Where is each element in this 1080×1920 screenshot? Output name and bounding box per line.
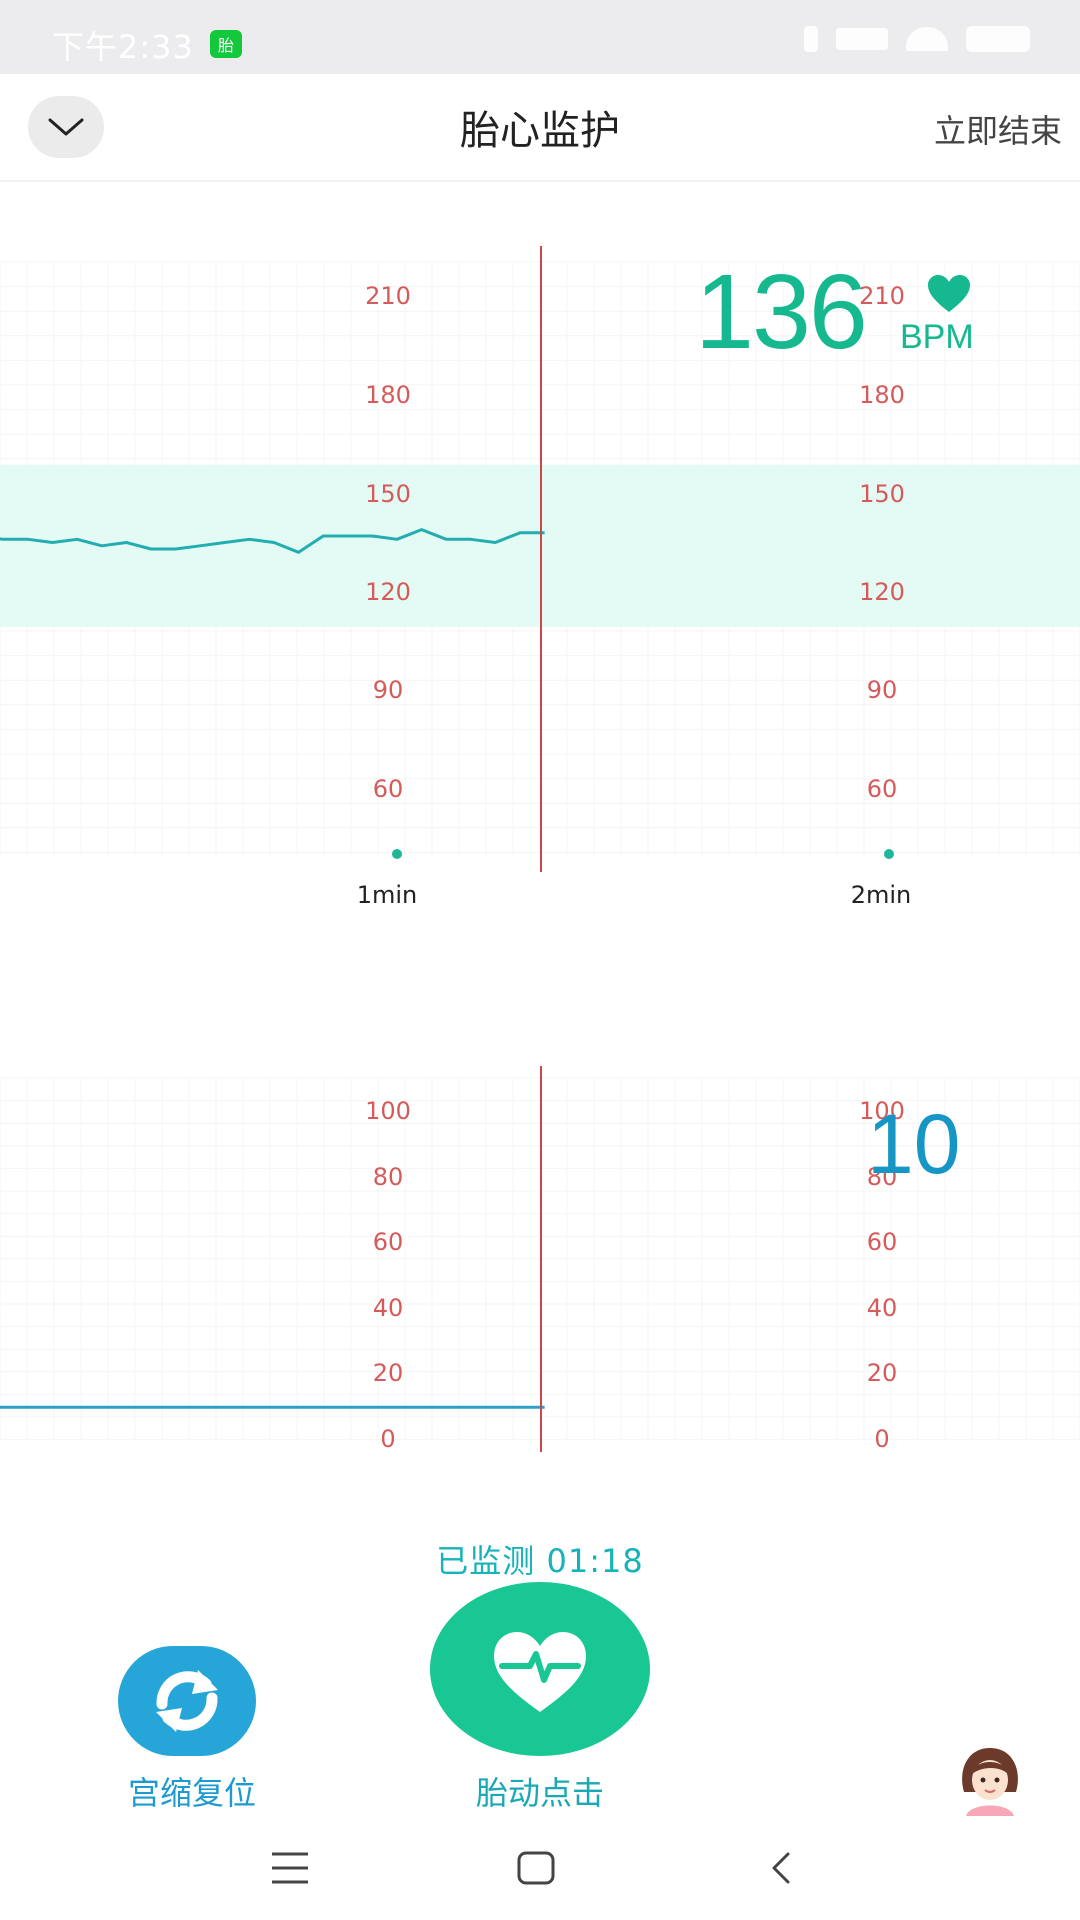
heart-icon <box>928 275 970 312</box>
bluetooth-icon <box>804 26 818 52</box>
fetal-heart-rate-chart <box>0 246 1080 872</box>
contraction-reset-label: 宫缩复位 <box>127 1774 256 1812</box>
wifi-icon <box>906 27 948 51</box>
system-nav-bar <box>0 1820 1080 1920</box>
status-time: 下午2:33 <box>52 28 194 66</box>
fhr-tick-180-right: 180 <box>859 381 905 409</box>
home-icon[interactable] <box>516 1850 556 1886</box>
toco-tick-60-right: 60 <box>866 1228 898 1256</box>
assistant-avatar[interactable] <box>952 1742 1028 1816</box>
menu-icon[interactable] <box>270 1850 310 1886</box>
status-bar <box>0 0 1080 74</box>
back-icon[interactable] <box>766 1850 796 1886</box>
fhr-tick-120: 120 <box>365 578 411 606</box>
fhr-tick-60-right: 60 <box>866 775 898 803</box>
avatar-icon <box>962 1748 1018 1816</box>
toco-tick-80: 80 <box>372 1163 404 1191</box>
fhr-tick-210: 210 <box>365 282 411 310</box>
fhr-tick-150-right: 150 <box>859 480 905 508</box>
toco-tick-40-right: 40 <box>866 1294 898 1322</box>
fhr-tick-210-right: 210 <box>859 282 905 310</box>
heartbeat-icon <box>494 1632 586 1712</box>
toco-tick-40: 40 <box>372 1294 404 1322</box>
fetal-movement-label: 胎动点击 <box>475 1774 604 1812</box>
toco-tick-60: 60 <box>372 1228 404 1256</box>
collapse-button[interactable] <box>28 96 104 158</box>
chevron-down-icon <box>48 118 84 136</box>
toco-tick-100-right: 100 <box>859 1097 905 1125</box>
refresh-icon <box>156 1670 218 1732</box>
page-title: 胎心监护 <box>460 108 620 154</box>
fhr-tick-90-right: 90 <box>866 676 898 704</box>
status-icons <box>804 26 1030 52</box>
top-bar <box>0 74 1080 182</box>
bpm-unit: BPM <box>900 318 974 356</box>
toco-tick-20: 20 <box>372 1359 404 1387</box>
x-tick-2min: 2min <box>850 881 912 909</box>
x-tick-dot-2min <box>884 849 894 859</box>
x-tick-dot-1min <box>392 849 402 859</box>
end-now-button[interactable]: 立即结束 <box>933 112 1062 150</box>
uterine-contraction-chart <box>0 1066 1080 1452</box>
app-notification-icon: 胎 <box>210 30 242 58</box>
fhr-tick-90: 90 <box>372 676 404 704</box>
elapsed-time: 已监测 01:18 <box>436 1542 644 1580</box>
toco-tick-100: 100 <box>365 1097 411 1125</box>
current-toco-value: 10 <box>867 1097 961 1191</box>
signal-icon <box>836 28 888 50</box>
fhr-tick-180: 180 <box>365 381 411 409</box>
toco-tick-20-right: 20 <box>866 1359 898 1387</box>
fhr-tick-60: 60 <box>372 775 404 803</box>
toco-tick-0: 0 <box>380 1425 396 1453</box>
toco-tick-0-right: 0 <box>874 1425 890 1453</box>
toco-tick-80-right: 80 <box>866 1163 898 1191</box>
fhr-series-line <box>0 528 545 554</box>
contraction-reset-button[interactable] <box>118 1646 256 1756</box>
x-tick-1min: 1min <box>356 881 418 909</box>
fhr-tick-150: 150 <box>365 480 411 508</box>
fhr-tick-120-right: 120 <box>859 578 905 606</box>
current-bpm-value: 136 <box>695 253 868 371</box>
battery-icon <box>966 26 1030 52</box>
fetal-movement-button[interactable] <box>430 1582 650 1756</box>
